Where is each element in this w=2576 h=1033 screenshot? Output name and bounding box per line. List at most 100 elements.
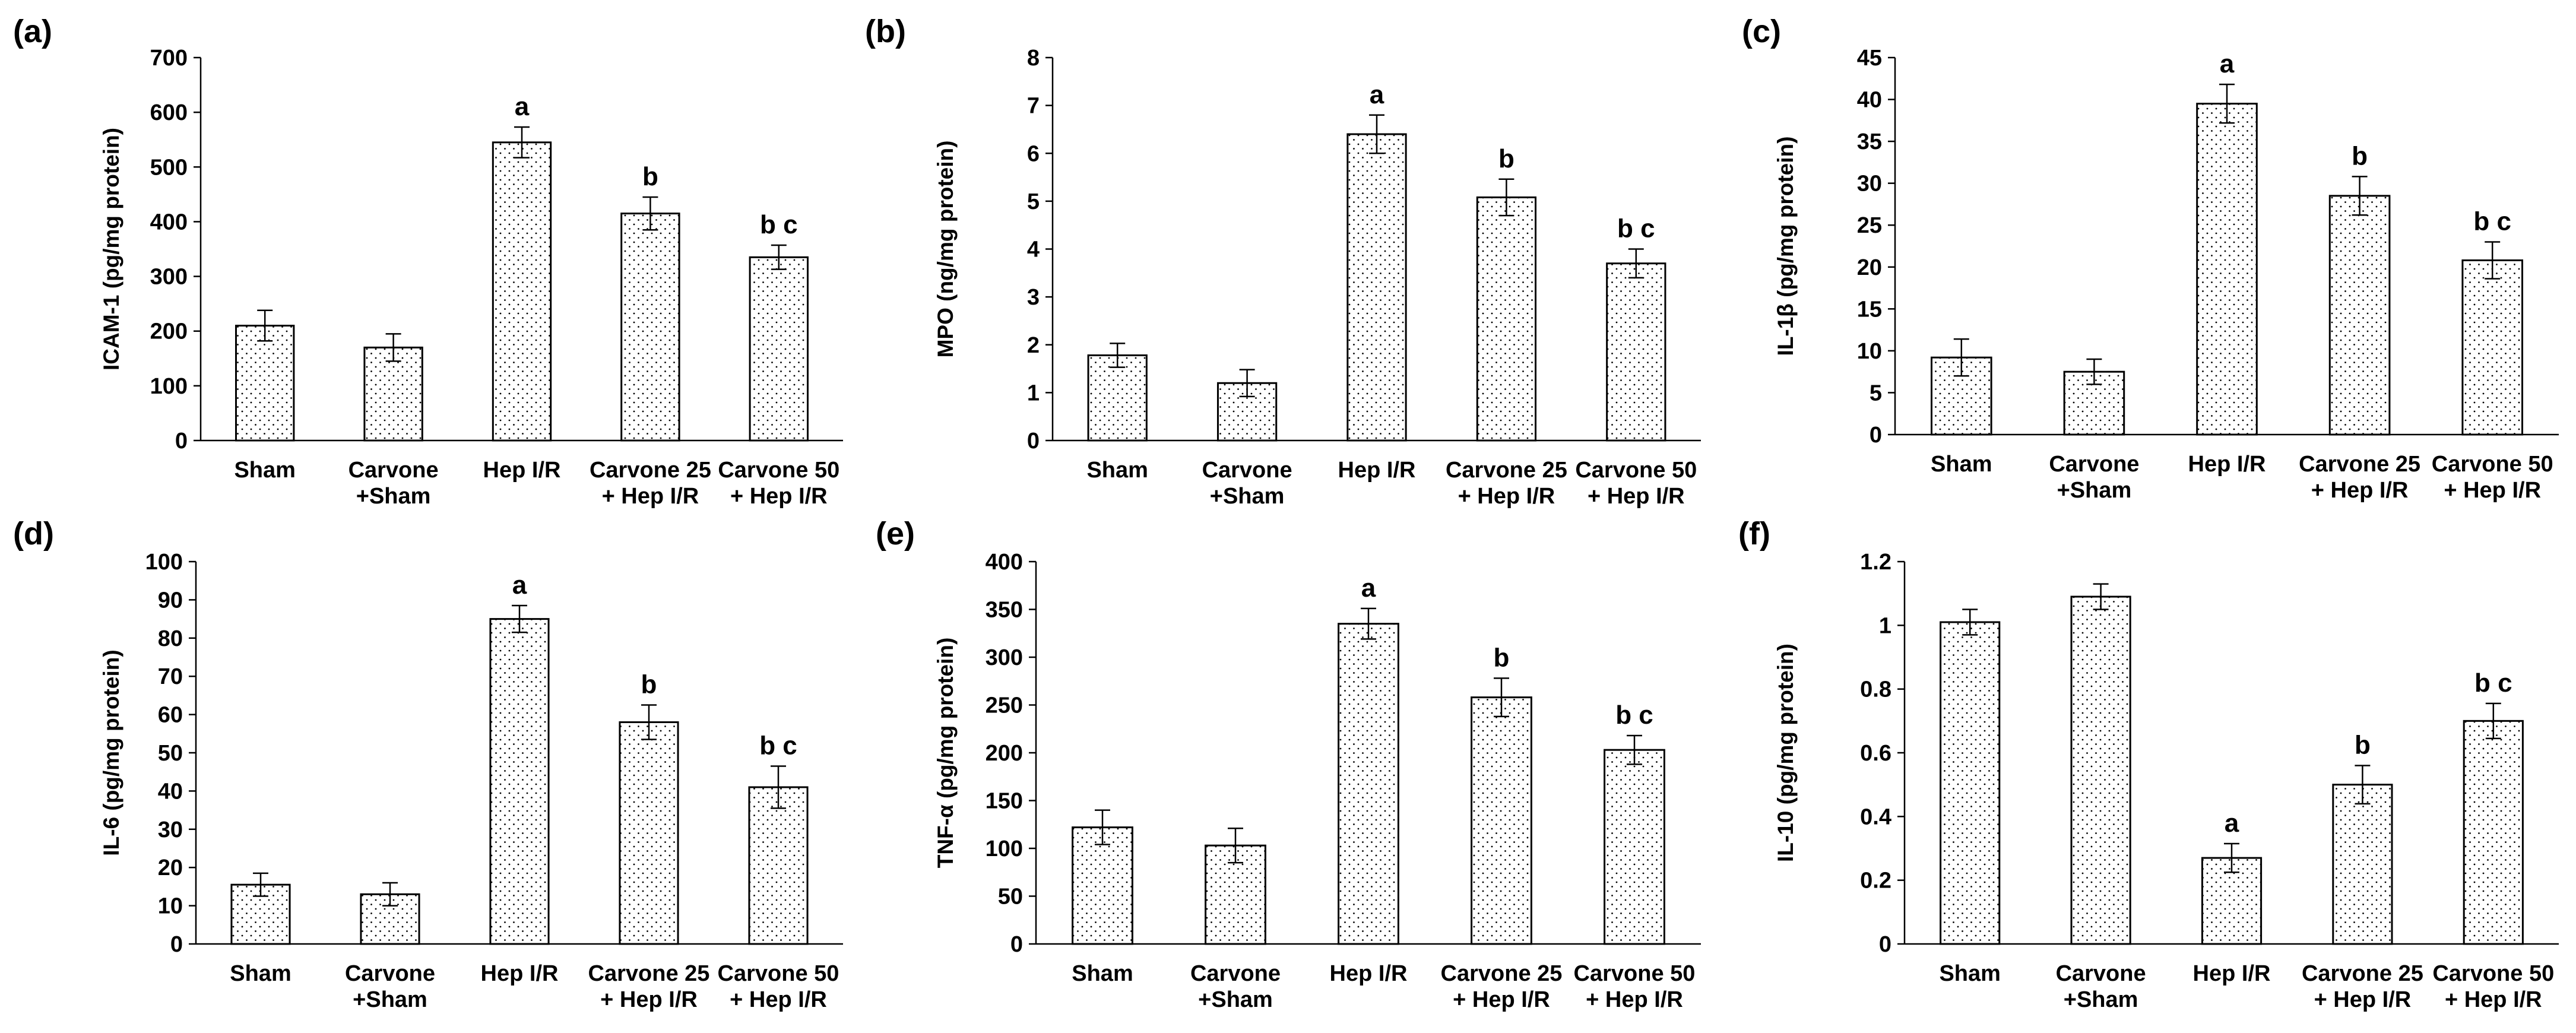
significance-label: a	[1370, 80, 1384, 109]
y-tick-label: 0	[1879, 932, 1891, 957]
x-category-label: Carvone 25	[2302, 961, 2423, 986]
bar	[619, 721, 679, 945]
x-category-label: Carvone 25	[1441, 961, 1563, 986]
y-tick-label: 35	[1857, 129, 1882, 154]
x-category-label: Carvone 25	[1446, 458, 1567, 483]
y-tick-label: 10	[1857, 339, 1882, 364]
x-category-label: Carvone 25	[588, 961, 710, 986]
y-axis-title: MPO (ng/mg protein)	[933, 141, 958, 358]
significance-label: b	[1498, 144, 1514, 173]
bar	[2201, 857, 2263, 945]
x-category-label: Carvone 50	[2432, 452, 2553, 477]
y-tick-label: 40	[1857, 88, 1882, 113]
bar	[492, 141, 552, 442]
y-tick-label: 0.8	[1860, 677, 1891, 702]
x-category-label: Carvone	[2056, 961, 2146, 986]
y-tick-label: 25	[1857, 213, 1882, 238]
significance-label: a	[515, 92, 530, 121]
y-axis-title: IL-6 (pg/mg protein)	[99, 649, 123, 855]
panel-f: (f) 0 0.2 0.4 0.6 0.8 1 1.2 IL-10 (pg/mg protei…	[1716, 515, 2576, 1030]
bar	[1087, 354, 1148, 442]
y-tick-label: 70	[158, 664, 183, 689]
x-category-label: Carvone 25	[590, 458, 711, 483]
x-category-label: Sham	[1939, 961, 2000, 986]
y-tick-label: 0.6	[1860, 741, 1891, 766]
x-category-label: +Sham	[1210, 484, 1285, 509]
panel-label: (e)	[876, 516, 915, 552]
y-tick-label: 50	[998, 885, 1023, 910]
x-category-label: Sham	[1086, 458, 1148, 483]
panel-label: (b)	[865, 14, 906, 49]
bar	[1476, 196, 1537, 442]
y-tick-label: 80	[158, 626, 183, 651]
y-tick-label: 500	[150, 155, 188, 180]
x-category-label: + Hep I/R	[2311, 478, 2409, 503]
y-tick-label: 4	[1027, 237, 1040, 262]
panel-e: (e) 0 50 100 150 200 250 300 350 400 TNF-α (pg/mg…	[858, 515, 1716, 1030]
x-category-label: + Hep I/R	[730, 987, 827, 1012]
y-tick-label: 5	[1027, 189, 1040, 214]
x-category-label: Sham	[1072, 961, 1133, 986]
x-category-label: Carvone 50	[2432, 961, 2554, 986]
chart-d: 0 10 20 30 40 50 60 70 80 90 100 IL-6 (pg/mg protei…	[99, 550, 843, 1012]
y-tick-label: 10	[158, 894, 183, 919]
x-category-label: Sham	[234, 458, 295, 483]
bar	[748, 786, 809, 945]
significance-label: a	[512, 571, 527, 600]
panel-label: (d)	[13, 516, 54, 552]
x-category-label: Carvone	[1190, 961, 1281, 986]
y-tick-label: 200	[986, 741, 1023, 766]
panel-c: (c) 0 5 10 15 20 25 30 35 40 45 IL-1β (pg/mg prote…	[1716, 0, 2576, 515]
x-category-label: + Hep I/R	[600, 987, 698, 1012]
x-category-label: Hep I/R	[1330, 961, 1408, 986]
y-tick-label: 300	[986, 645, 1023, 670]
y-tick-label: 0	[1010, 932, 1023, 957]
y-tick-label: 20	[1857, 255, 1882, 280]
y-tick-label: 1.2	[1860, 550, 1891, 575]
x-category-label: + Hep I/R	[2445, 987, 2542, 1012]
y-tick-label: 400	[150, 210, 188, 235]
x-category-label: +Sham	[356, 484, 431, 509]
bar	[1072, 826, 1133, 945]
x-category-label: + Hep I/R	[2444, 478, 2541, 503]
y-tick-label: 8	[1027, 46, 1040, 71]
significance-label: b	[642, 162, 658, 191]
bar	[1471, 696, 1532, 945]
significance-label: b c	[1617, 214, 1655, 243]
y-tick-label: 250	[986, 693, 1023, 718]
x-category-label: Sham	[230, 961, 291, 986]
bar	[1346, 133, 1407, 442]
significance-label: b c	[2474, 668, 2512, 698]
panel-label: (a)	[13, 14, 52, 49]
bar	[1606, 262, 1666, 442]
y-tick-label: 0	[1027, 429, 1040, 454]
significance-label: b	[1494, 643, 1510, 672]
y-axis-title: TNF-α (pg/mg protein)	[933, 638, 958, 869]
y-tick-label: 30	[158, 817, 183, 842]
significance-label: b c	[759, 731, 797, 761]
x-category-label: Carvone	[348, 458, 439, 483]
bar	[235, 325, 295, 442]
x-category-label: + Hep I/R	[1586, 987, 1683, 1012]
y-tick-label: 0	[175, 429, 188, 454]
y-tick-label: 400	[986, 550, 1023, 575]
y-axis-title: IL-10 (pg/mg protein)	[1773, 644, 1798, 862]
x-category-label: + Hep I/R	[1453, 987, 1550, 1012]
significance-label: b c	[760, 210, 798, 239]
panel-label: (c)	[1742, 14, 1781, 49]
y-tick-label: 150	[986, 789, 1023, 814]
y-tick-label: 6	[1027, 141, 1040, 166]
x-category-label: Carvone	[2049, 452, 2139, 477]
y-tick-label: 15	[1857, 297, 1882, 322]
x-category-label: Hep I/R	[2188, 452, 2266, 477]
y-tick-label: 3	[1027, 285, 1040, 310]
x-category-label: + Hep I/R	[2314, 987, 2412, 1012]
x-category-label: Carvone 50	[1575, 458, 1697, 483]
y-tick-label: 30	[1857, 172, 1882, 197]
panel-a: (a) 0 100 200 300 400 500 600 700 ICAM-1 (pg/mg …	[0, 0, 858, 515]
bar	[2070, 595, 2131, 945]
y-axis-title: ICAM-1 (pg/mg protein)	[99, 128, 123, 370]
y-tick-label: 100	[150, 374, 188, 399]
x-category-label: +Sham	[1198, 987, 1273, 1012]
